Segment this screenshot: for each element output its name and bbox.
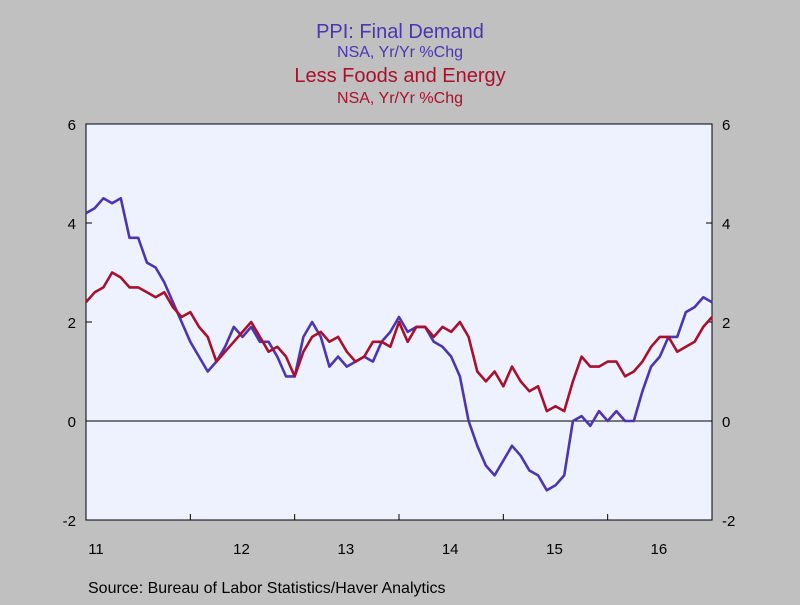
y-axis-left: -2 0 2 4 6	[63, 117, 92, 530]
x-tick-label: 16	[650, 541, 667, 558]
y-tick-label-right: 0	[722, 414, 730, 431]
x-tick-label: 14	[442, 541, 459, 558]
series-line-0	[85, 197, 713, 492]
title-line-1: NSA, Yr/Yr %Chg	[337, 44, 463, 61]
y-tick-label-right: 2	[722, 315, 730, 332]
x-tick-label: 12	[233, 541, 250, 558]
x-tick-label: 15	[546, 541, 563, 558]
y-tick-label-left: 6	[68, 117, 76, 134]
title-line-3: NSA, Yr/Yr %Chg	[337, 90, 463, 107]
x-tick-label: 11	[88, 541, 104, 558]
y-tick-label-right: -2	[722, 513, 735, 530]
series-line-1	[85, 271, 713, 413]
x-axis: 11 12 13 14 15 16	[88, 514, 667, 558]
series-lines	[85, 197, 713, 492]
title-line-2: Less Foods and Energy	[294, 65, 505, 87]
source-note: Source: Bureau of Labor Statistics/Haver…	[88, 580, 446, 597]
title-line-0: PPI: Final Demand	[316, 21, 484, 43]
y-tick-label-left: 0	[68, 414, 76, 431]
y-tick-label-right: 6	[722, 117, 730, 134]
y-tick-label-right: 4	[722, 216, 730, 233]
y-tick-label-left: -2	[63, 513, 76, 530]
y-tick-label-left: 2	[68, 315, 76, 332]
x-tick-label: 13	[337, 541, 354, 558]
y-tick-label-left: 4	[68, 216, 76, 233]
y-axis-right: -2 0 2 4 6	[706, 117, 735, 530]
